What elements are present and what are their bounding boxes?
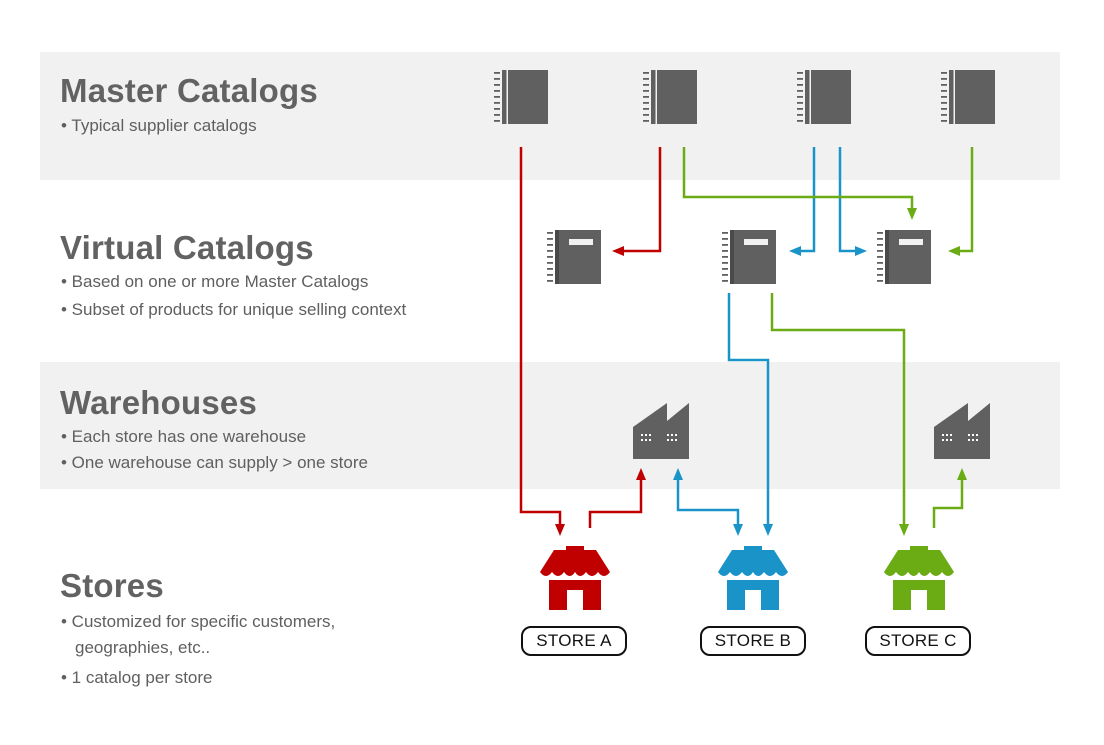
- arrowhead: [612, 246, 624, 256]
- warehouse-icon: [633, 403, 689, 459]
- warehouse-icon: [934, 403, 990, 459]
- virtual-catalogs-bullet: • Based on one or more Master Catalogs: [61, 272, 369, 291]
- master-catalogs-bullet: • Typical supplier catalogs: [61, 116, 257, 135]
- flow-arrow: [799, 147, 816, 253]
- flow-arrow: [932, 478, 964, 528]
- arrowhead: [957, 468, 967, 480]
- store-a-label: STORE A: [521, 626, 627, 656]
- master-catalogs-band: [40, 52, 1060, 180]
- master-catalogs-title: Master Catalogs: [60, 72, 318, 109]
- arrowhead: [673, 468, 683, 480]
- arrowhead: [855, 246, 867, 256]
- store-c-label: STORE C: [865, 626, 971, 656]
- flow-arrow: [838, 147, 857, 253]
- stores-bullet-continued: geographies, etc..: [75, 638, 211, 657]
- virtual-catalogs-title: Virtual Catalogs: [60, 229, 314, 266]
- flow-arrow: [622, 147, 662, 253]
- store-icon: [884, 546, 954, 610]
- arrowhead: [636, 468, 646, 480]
- virtual-catalogs-bullet: • Subset of products for unique selling …: [61, 300, 407, 319]
- arrowhead: [899, 524, 909, 536]
- stores-title: Stores: [60, 567, 164, 604]
- store-icon: [540, 546, 610, 610]
- virtual-catalog-icon: [877, 230, 931, 284]
- arrowhead: [763, 524, 773, 536]
- store-b-label: STORE B: [700, 626, 806, 656]
- arrowhead: [555, 524, 565, 536]
- master-catalog-icon: [643, 70, 697, 124]
- arrowhead: [789, 246, 801, 256]
- warehouses-title: Warehouses: [60, 384, 258, 421]
- arrowhead: [907, 208, 917, 220]
- store-icon: [718, 546, 788, 610]
- master-catalog-icon: [494, 70, 548, 124]
- flow-arrow: [676, 478, 740, 524]
- warehouses-bullet: • Each store has one warehouse: [61, 427, 307, 446]
- master-catalog-icon: [941, 70, 995, 124]
- flow-arrow: [770, 293, 906, 524]
- stores-bullet: • Customized for specific customers,: [61, 612, 336, 631]
- flow-arrow: [727, 293, 770, 524]
- virtual-catalog-icon: [722, 230, 776, 284]
- warehouses-bullet: • One warehouse can supply > one store: [61, 453, 368, 472]
- arrowhead: [733, 524, 743, 536]
- flow-arrow: [682, 147, 914, 208]
- stores-bullet: • 1 catalog per store: [61, 668, 213, 687]
- flow-arrow: [519, 147, 562, 524]
- virtual-catalog-icon: [547, 230, 601, 284]
- warehouses-band: [40, 362, 1060, 489]
- flow-arrow: [588, 478, 643, 528]
- master-catalog-icon: [797, 70, 851, 124]
- flow-arrow: [958, 147, 974, 253]
- arrowhead: [948, 246, 960, 256]
